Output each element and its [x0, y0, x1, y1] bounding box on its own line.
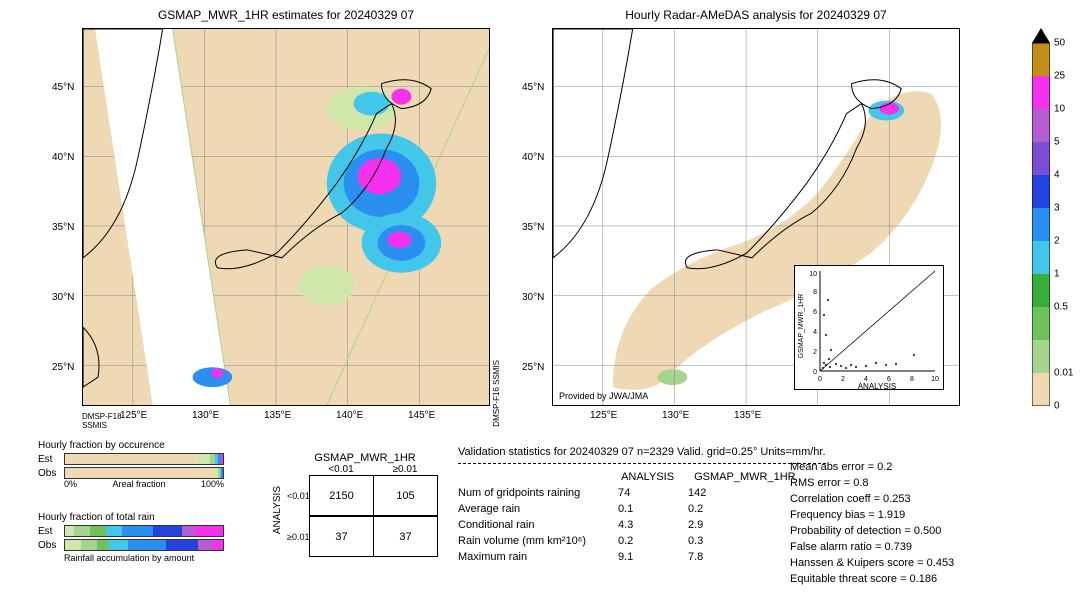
- metric-row: Probability of detection = 0.500: [790, 524, 954, 540]
- l-lat-25: 25°N: [52, 362, 74, 373]
- svg-text:0: 0: [818, 376, 822, 383]
- gsmap-map-panel: [82, 28, 490, 406]
- occurrence-title: Hourly fraction by occurence: [38, 440, 238, 451]
- svg-text:8: 8: [910, 376, 914, 383]
- occ-obs-bar: [64, 467, 224, 479]
- totalrain-footer: Rainfall accumulation by amount: [64, 553, 238, 563]
- l-lat-40: 40°N: [52, 152, 74, 163]
- occurrence-panel: Hourly fraction by occurence Est Obs 0% …: [38, 440, 238, 489]
- radar-map-panel: 024 6810 024 6810 ANALYSIS GSMAP_MWR_1HR…: [552, 28, 960, 406]
- validation-row: Num of gridpoints raining74142: [458, 486, 826, 502]
- metric-row: RMS error = 0.8: [790, 476, 954, 492]
- sat-f16-label: DMSP-F16 SSMIS: [492, 360, 501, 427]
- cb-05: 0.5: [1054, 302, 1068, 313]
- tot-est-label: Est: [38, 526, 60, 537]
- tot-est-bar: [64, 525, 224, 537]
- provider-label: Provided by JWA/JMA: [559, 391, 648, 401]
- metric-row: Equitable threat score = 0.186: [790, 572, 954, 588]
- l-lat-35: 35°N: [52, 222, 74, 233]
- cb-001: 0.01: [1054, 368, 1073, 379]
- svg-text:8: 8: [813, 289, 817, 296]
- val-h0: ANALYSIS: [621, 470, 691, 486]
- metric-row: Frequency bias = 1.919: [790, 508, 954, 524]
- metric-row: Correlation coeff = 0.253: [790, 492, 954, 508]
- scatter-xlabel: ANALYSIS: [858, 382, 897, 391]
- validation-title: Validation statistics for 20240329 07 n=…: [458, 445, 826, 464]
- r-lat-35: 35°N: [522, 222, 544, 233]
- cb-4: 4: [1054, 170, 1060, 181]
- cont-c0: <0.01: [309, 464, 373, 475]
- cont-rowheader: ANALYSIS: [272, 486, 283, 534]
- occ-0pct: 0%: [64, 479, 77, 489]
- scatter-ylabel: GSMAP_MWR_1HR: [798, 294, 805, 359]
- val-h1: GSMAP_MWR_1HR: [694, 470, 794, 486]
- metric-row: Hanssen & Kuipers score = 0.453: [790, 556, 954, 572]
- cb-1: 1: [1054, 269, 1060, 280]
- occ-obs-label: Obs: [38, 468, 60, 479]
- svg-text:2: 2: [841, 376, 845, 383]
- totalrain-title: Hourly fraction of total rain: [38, 512, 238, 523]
- totalrain-panel: Hourly fraction of total rain Est Obs Ra…: [38, 512, 238, 563]
- validation-panel: Validation statistics for 20240329 07 n=…: [458, 445, 826, 566]
- l-lon-145: 145°E: [408, 410, 435, 421]
- svg-text:4: 4: [813, 329, 817, 336]
- l-lat-30: 30°N: [52, 292, 74, 303]
- gsmap-map-svg: [83, 29, 489, 405]
- svg-text:10: 10: [809, 271, 817, 278]
- colorbar: 50 25 10 5 4 3 2 1 0.5 0.01 0: [1032, 28, 1050, 406]
- cont-r0: <0.01: [287, 491, 309, 501]
- metrics-panel: Mean abs error = 0.2RMS error = 0.8Corre…: [790, 460, 954, 588]
- right-map-title: Hourly Radar-AMeDAS analysis for 2024032…: [552, 8, 960, 22]
- cb-25: 25: [1054, 71, 1065, 82]
- cb-0: 0: [1054, 401, 1060, 412]
- left-map-title: GSMAP_MWR_1HR estimates for 20240329 07: [82, 8, 490, 22]
- occ-est-label: Est: [38, 454, 60, 465]
- cb-3: 3: [1054, 203, 1060, 214]
- cont-header: GSMAP_MWR_1HR: [292, 452, 438, 464]
- r-lat-40: 40°N: [522, 152, 544, 163]
- svg-text:6: 6: [813, 309, 817, 316]
- cb-10: 10: [1054, 104, 1065, 115]
- cont-c1: ≥0.01: [373, 464, 437, 475]
- cont-r1: ≥0.01: [287, 532, 309, 542]
- r-lat-45: 45°N: [522, 82, 544, 93]
- cont-00: 2150: [310, 476, 374, 516]
- validation-row: Conditional rain4.32.9: [458, 518, 826, 534]
- validation-row: Maximum rain9.17.8: [458, 550, 826, 566]
- scatter-inset: 024 6810 024 6810 ANALYSIS GSMAP_MWR_1HR: [794, 265, 944, 390]
- r-lon-125: 125°E: [590, 410, 617, 421]
- cb-5: 5: [1054, 137, 1060, 148]
- sat-f18-label: DMSP-F18 SSMIS: [82, 412, 122, 430]
- validation-row: Average rain0.10.2: [458, 502, 826, 518]
- r-lon-130: 130°E: [662, 410, 689, 421]
- l-lon-125: 125°E: [120, 410, 147, 421]
- l-lon-130: 130°E: [192, 410, 219, 421]
- l-lon-135: 135°E: [264, 410, 291, 421]
- r-lat-30: 30°N: [522, 292, 544, 303]
- occ-mid: Areal fraction: [112, 479, 165, 489]
- r-lat-25: 25°N: [522, 362, 544, 373]
- cb-50: 50: [1054, 38, 1065, 49]
- metric-row: False alarm ratio = 0.739: [790, 540, 954, 556]
- svg-text:10: 10: [931, 376, 939, 383]
- occ-100pct: 100%: [201, 479, 224, 489]
- contingency-panel: GSMAP_MWR_1HR ANALYSIS <0.01 ≥0.01 <0.01…: [272, 452, 438, 557]
- metric-row: Mean abs error = 0.2: [790, 460, 954, 476]
- cb-2: 2: [1054, 236, 1060, 247]
- figure-container: GSMAP_MWR_1HR estimates for 20240329 07 …: [0, 0, 1080, 612]
- svg-text:0: 0: [813, 369, 817, 376]
- occ-est-bar: [64, 453, 224, 465]
- cont-11: 37: [374, 517, 438, 557]
- tot-obs-label: Obs: [38, 540, 60, 551]
- svg-text:2: 2: [813, 349, 817, 356]
- tot-obs-bar: [64, 539, 224, 551]
- l-lon-140: 140°E: [336, 410, 363, 421]
- cont-01: 105: [374, 476, 438, 516]
- l-lat-45: 45°N: [52, 82, 74, 93]
- cont-10: 37: [310, 517, 374, 557]
- validation-row: Rain volume (mm km²10⁶)0.20.3: [458, 534, 826, 550]
- r-lon-135: 135°E: [734, 410, 761, 421]
